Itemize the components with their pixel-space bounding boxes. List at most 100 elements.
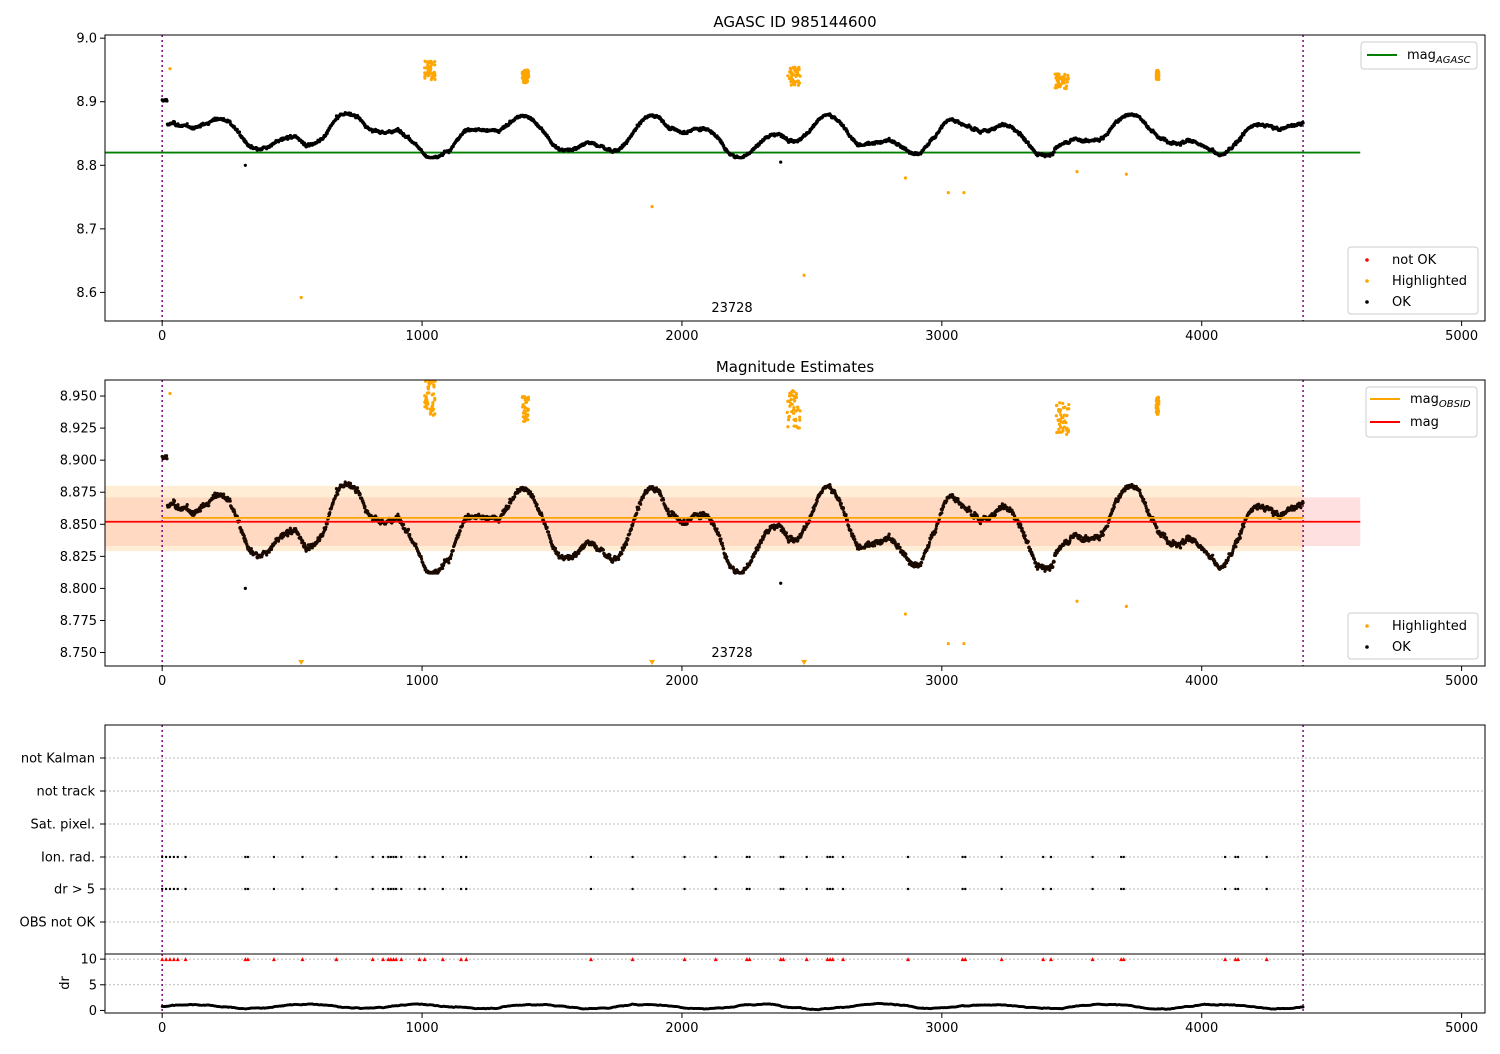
highlighted-point — [1061, 81, 1064, 84]
highlighted-point — [650, 205, 653, 208]
ok-point — [928, 541, 931, 544]
highlighted-point — [1058, 77, 1061, 80]
ok-point — [639, 503, 642, 506]
highlighted-point — [1125, 173, 1128, 176]
ok-point — [186, 503, 189, 506]
highlighted-point — [1056, 74, 1059, 77]
x-tick-label: 0 — [158, 329, 166, 344]
highlighted-point — [788, 77, 791, 80]
ok-point — [967, 506, 970, 509]
ok-point — [165, 99, 168, 102]
highlighted-point — [790, 83, 793, 86]
ok-point — [940, 511, 943, 514]
ok-point — [816, 500, 819, 503]
highlighted-point — [796, 79, 799, 82]
highlighted-point — [168, 67, 171, 70]
ok-point — [840, 502, 843, 505]
highlighted-point — [521, 71, 524, 74]
highlighted-point — [791, 73, 794, 76]
ok-point — [662, 498, 665, 501]
ok-point — [1053, 151, 1056, 154]
ok-point — [414, 543, 417, 546]
ok-point — [336, 493, 339, 496]
legend-mag-agasc-label: mag — [1407, 48, 1436, 63]
ok-point — [779, 161, 782, 164]
agasc-plot-frame — [105, 35, 1485, 321]
ok-point — [450, 553, 453, 556]
highlighted-point — [796, 73, 799, 76]
ok-point — [165, 457, 168, 460]
highlighted-point — [802, 274, 805, 277]
highlighted-point — [797, 66, 800, 69]
ok-point — [686, 522, 689, 525]
ok-point — [363, 505, 366, 508]
ok-point — [207, 504, 210, 507]
ok-point — [547, 530, 550, 533]
ok-point — [165, 454, 168, 457]
highlighted-point — [426, 65, 429, 68]
ok-point — [356, 486, 359, 489]
highlighted-point — [793, 83, 796, 86]
ok-point — [176, 503, 179, 506]
ok-point — [713, 524, 716, 527]
legend-highlighted: Highlighted — [1392, 274, 1467, 289]
agasc-obsid-annotation: 23728 — [711, 301, 752, 316]
highlighted-point — [795, 68, 798, 71]
ok-point — [595, 545, 598, 548]
ok-point — [842, 506, 845, 509]
highlighted-point — [1063, 73, 1066, 76]
ok-point — [326, 522, 329, 525]
ok-point — [441, 567, 444, 570]
ok-point — [719, 537, 722, 540]
ok-point — [620, 552, 623, 555]
ok-point — [1027, 540, 1030, 543]
ok-point — [349, 482, 352, 485]
ok-point — [812, 507, 815, 510]
ok-point — [897, 543, 900, 546]
ok-point — [407, 528, 410, 531]
ok-point — [507, 505, 510, 508]
ok-point — [852, 535, 855, 538]
highlighted-point — [1155, 69, 1158, 72]
ok-point — [286, 534, 289, 537]
ok-point — [956, 497, 959, 500]
ok-point — [920, 561, 923, 564]
ok-point — [1027, 140, 1030, 143]
ok-point — [1022, 531, 1025, 534]
highlighted-point — [792, 66, 795, 69]
legend-mag-agasc-sub: AGASC — [1435, 55, 1471, 66]
ok-point — [297, 533, 300, 536]
ok-point — [324, 526, 327, 529]
ok-point — [756, 548, 759, 551]
y-tick-label: 9.0 — [76, 32, 97, 47]
highlighted-point — [1066, 81, 1069, 84]
ok-point — [244, 164, 247, 167]
ok-point — [722, 547, 725, 550]
y-tick-label: 8.7 — [76, 222, 97, 237]
ok-point — [1033, 558, 1036, 561]
ok-point — [637, 507, 640, 510]
ok-point — [628, 532, 631, 535]
ok-point — [199, 509, 202, 512]
ok-point — [602, 548, 605, 551]
ok-point — [608, 554, 611, 557]
ok-point — [785, 531, 788, 534]
highlighted-point — [526, 71, 529, 74]
highlighted-point — [433, 71, 436, 74]
highlighted-point — [947, 191, 950, 194]
ok-point — [849, 529, 852, 532]
ok-point — [934, 531, 937, 534]
ok-point — [626, 537, 629, 540]
ok-point — [922, 554, 925, 557]
highlighted-point — [429, 68, 432, 71]
ok-point — [408, 533, 411, 536]
ok-point — [994, 513, 997, 516]
ok-point — [173, 499, 176, 502]
x-tick-label: 5000 — [1445, 329, 1478, 344]
ok-point — [718, 534, 721, 537]
ok-point — [535, 503, 538, 506]
y-tick-label: 8.8 — [76, 159, 97, 174]
highlighted-point — [300, 296, 303, 299]
ok-point — [721, 544, 724, 547]
